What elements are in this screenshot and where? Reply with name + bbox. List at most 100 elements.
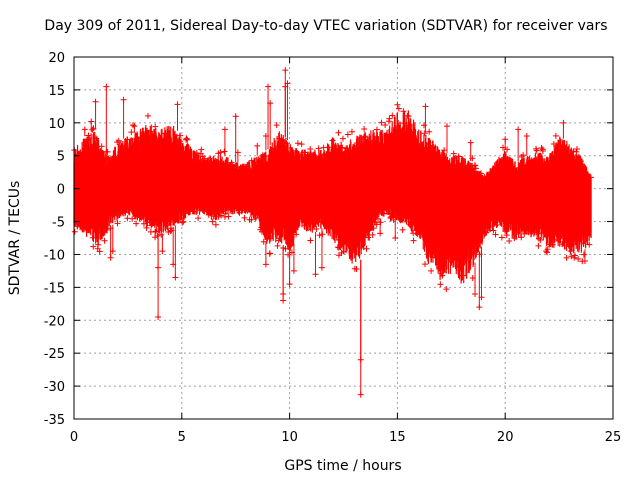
data-point bbox=[361, 125, 368, 132]
data-point bbox=[124, 215, 131, 222]
data-point bbox=[365, 234, 372, 241]
data-point bbox=[390, 216, 397, 223]
data-point bbox=[71, 228, 78, 235]
data-point bbox=[164, 222, 171, 229]
data-point bbox=[344, 131, 351, 138]
data-point bbox=[577, 158, 584, 165]
data-point bbox=[348, 128, 355, 135]
data-point bbox=[472, 162, 479, 169]
data-point bbox=[580, 240, 587, 247]
data-point bbox=[420, 122, 427, 129]
data-point bbox=[74, 222, 81, 229]
data-point bbox=[421, 130, 428, 137]
y-tick-label: 5 bbox=[57, 150, 65, 165]
x-tick-label: 5 bbox=[178, 430, 186, 445]
data-point bbox=[238, 207, 245, 214]
data-point bbox=[334, 244, 341, 251]
outlier-point bbox=[312, 271, 319, 278]
data-point bbox=[492, 231, 499, 238]
data-point bbox=[209, 218, 216, 225]
data-point bbox=[438, 151, 445, 158]
data-point bbox=[248, 216, 255, 223]
data-point bbox=[518, 234, 525, 241]
outlier-point bbox=[290, 267, 297, 274]
outlier-point bbox=[586, 241, 593, 248]
data-point bbox=[363, 245, 370, 252]
x-tick-label: 10 bbox=[281, 430, 298, 445]
data-point bbox=[552, 132, 559, 139]
data-point bbox=[158, 231, 165, 238]
data-point bbox=[472, 165, 479, 172]
outlier-point bbox=[221, 126, 228, 133]
data-point bbox=[490, 227, 497, 234]
data-point bbox=[587, 174, 594, 181]
data-point bbox=[307, 237, 314, 244]
data-point bbox=[313, 226, 320, 233]
x-tick-label: 0 bbox=[70, 430, 78, 445]
y-tick-label: -30 bbox=[44, 380, 65, 395]
data-point bbox=[538, 144, 545, 151]
data-point bbox=[140, 220, 147, 227]
data-point bbox=[90, 243, 97, 250]
data-point bbox=[385, 118, 392, 125]
data-point bbox=[233, 163, 240, 170]
outlier-point bbox=[581, 258, 588, 265]
data-point bbox=[190, 208, 197, 215]
outlier-point bbox=[267, 100, 274, 107]
data-point bbox=[244, 163, 251, 170]
outlier-point bbox=[107, 254, 114, 261]
outlier-point bbox=[172, 274, 179, 281]
data-point bbox=[410, 230, 417, 237]
y-tick-label: 15 bbox=[48, 84, 65, 99]
plot-frame bbox=[73, 56, 614, 420]
outlier-point bbox=[174, 101, 181, 108]
data-point bbox=[550, 140, 557, 147]
y-tick-label: 0 bbox=[57, 183, 65, 198]
data-point bbox=[219, 207, 226, 214]
data-point bbox=[563, 236, 570, 243]
data-point bbox=[400, 120, 407, 127]
data-point bbox=[443, 286, 450, 293]
outlier-point bbox=[476, 304, 483, 311]
data-point bbox=[399, 226, 406, 233]
outlier-point bbox=[217, 149, 224, 156]
data-point bbox=[539, 148, 546, 155]
outlier-point bbox=[357, 356, 364, 363]
data-point bbox=[307, 151, 314, 158]
data-point bbox=[550, 236, 557, 243]
data-point bbox=[575, 255, 582, 262]
data-point bbox=[276, 135, 283, 142]
data-point bbox=[563, 254, 570, 261]
data-point bbox=[521, 230, 528, 237]
data-point bbox=[166, 218, 173, 225]
x-tick-label: 25 bbox=[605, 430, 622, 445]
data-point bbox=[381, 210, 388, 217]
data-point bbox=[437, 281, 444, 288]
chart-title: Day 309 of 2011, Sidereal Day-to-day VTE… bbox=[44, 18, 607, 34]
data-point bbox=[511, 235, 518, 242]
data-point bbox=[373, 221, 380, 228]
data-point bbox=[207, 210, 214, 217]
y-tick-label: -5 bbox=[52, 216, 65, 231]
x-tick-label: 20 bbox=[497, 430, 514, 445]
data-point bbox=[261, 153, 268, 160]
x-axis-label: GPS time / hours bbox=[284, 458, 401, 474]
data-point bbox=[477, 170, 484, 177]
outlier-point bbox=[549, 241, 556, 248]
data-point bbox=[128, 129, 135, 136]
data-point bbox=[361, 133, 368, 140]
data-point bbox=[199, 153, 206, 160]
data-point bbox=[298, 141, 305, 148]
outlier-point bbox=[472, 290, 479, 297]
outlier-point bbox=[357, 391, 364, 398]
data-point bbox=[114, 220, 121, 227]
data-point bbox=[104, 148, 111, 155]
data-point bbox=[101, 237, 108, 244]
outlier-point bbox=[109, 248, 116, 255]
data-point bbox=[567, 248, 574, 255]
data-point bbox=[89, 234, 96, 241]
data-point bbox=[152, 234, 159, 241]
outlier-point bbox=[280, 290, 287, 297]
